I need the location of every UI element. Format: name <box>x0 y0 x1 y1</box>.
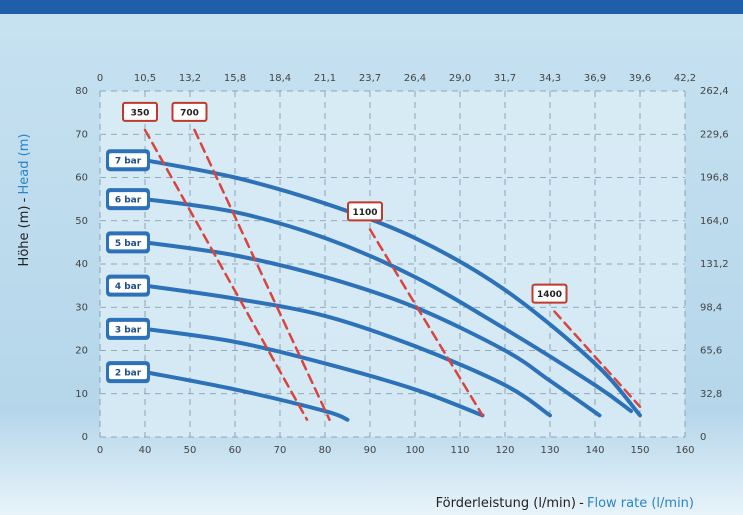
label-text: 3 bar <box>115 325 142 335</box>
y2-tick-label: 65,6 <box>700 346 722 357</box>
series-label: 7 bar <box>106 149 150 172</box>
pressure-curve <box>143 240 602 418</box>
label-text: 2 bar <box>115 369 142 379</box>
y-tick-label: 20 <box>75 346 88 357</box>
x2-tick-label: 31,7 <box>494 73 516 84</box>
pressure-curve <box>143 283 552 418</box>
label-text: 350 <box>131 108 150 118</box>
x2-tick-label: 23,7 <box>359 73 381 84</box>
top-band <box>0 0 743 14</box>
label-text: 4 bar <box>115 282 142 292</box>
y-tick-label: 30 <box>75 302 88 313</box>
pressure-curve <box>143 158 642 418</box>
series-label: 5 bar <box>106 231 150 254</box>
x-tick-label: 110 <box>450 445 469 456</box>
x2-tick-label: 21,1 <box>314 73 336 84</box>
series-label: 1100 <box>347 201 383 222</box>
label-box <box>122 101 158 122</box>
x2-tick-label: 42,2 <box>674 73 696 84</box>
y2-tick-label: 131,2 <box>700 259 729 270</box>
iso-line <box>143 128 309 421</box>
x2-tick-label: 34,3 <box>539 73 561 84</box>
y-tick-label: 0 <box>82 432 88 443</box>
x-tick-label: 60 <box>229 445 242 456</box>
x-label-sep: - <box>579 496 584 511</box>
y2-tick-label: 164,0 <box>700 216 729 227</box>
label-inner <box>109 321 147 336</box>
y-label-sep: - <box>17 197 32 202</box>
y-label-en: Head (m) <box>17 134 32 195</box>
x-tick-label: 90 <box>364 445 377 456</box>
iso-line <box>553 310 642 408</box>
y-tick-label: 10 <box>75 389 88 400</box>
x-tick-label: 40 <box>139 445 152 456</box>
label-box <box>531 283 568 304</box>
y-tick-label: 80 <box>75 86 88 97</box>
y2-tick-label: 229,6 <box>700 129 729 140</box>
iso-line <box>368 228 484 417</box>
x-tick-label: 130 <box>540 445 559 456</box>
pressure-curve <box>143 197 633 414</box>
y2-tick-label: 262,4 <box>700 86 729 97</box>
x2-tick-label: 18,4 <box>269 73 291 84</box>
y-tick-label: 50 <box>75 216 88 227</box>
label-inner <box>109 278 147 293</box>
x-tick-label: 160 <box>675 445 694 456</box>
x2-tick-label: 15,8 <box>224 73 246 84</box>
label-box <box>347 201 383 222</box>
y2-tick-label: 0 <box>700 432 706 443</box>
y2-tick-label: 196,8 <box>700 173 729 184</box>
x-label-en: Flow rate (l/min) <box>587 496 694 511</box>
label-inner <box>109 153 147 168</box>
label-inner <box>109 192 147 207</box>
y-label: Höhe (m) <box>17 206 32 267</box>
label-text: 5 bar <box>115 239 142 249</box>
label-text: 7 bar <box>115 157 142 167</box>
series-label: 4 bar <box>106 274 150 297</box>
x2-tick-label: 29,0 <box>449 73 471 84</box>
y2-tick-label: 32,8 <box>700 389 722 400</box>
label-text: 700 <box>180 108 199 118</box>
series-label: 1400 <box>531 283 568 304</box>
series-label: 350 <box>122 101 158 122</box>
label-text: 1400 <box>537 290 562 300</box>
x-tick-label: 0 <box>97 445 103 456</box>
y2-tick-label: 98,4 <box>700 302 722 313</box>
label-inner <box>109 365 147 380</box>
label-text: 1100 <box>352 208 377 218</box>
y-tick-label: 60 <box>75 173 88 184</box>
label-inner <box>109 235 147 250</box>
x2-tick-label: 0 <box>97 73 103 84</box>
pressure-curve <box>143 326 485 418</box>
label-text: 6 bar <box>115 196 142 206</box>
x-tick-label: 100 <box>405 445 424 456</box>
x-tick-label: 70 <box>274 445 287 456</box>
x-tick-label: 140 <box>585 445 604 456</box>
series-label: 2 bar <box>106 361 150 384</box>
x2-tick-label: 13,2 <box>179 73 201 84</box>
series-label: 3 bar <box>106 317 150 340</box>
x-tick-label: 80 <box>319 445 332 456</box>
pressure-curve <box>143 370 350 422</box>
label-box <box>171 101 208 122</box>
x2-tick-label: 39,6 <box>629 73 651 84</box>
x2-tick-label: 10,5 <box>134 73 156 84</box>
iso-line <box>193 128 331 421</box>
y-tick-label: 40 <box>75 259 88 270</box>
x2-tick-label: 26,4 <box>404 73 426 84</box>
series-label: 700 <box>171 101 208 122</box>
x-tick-label: 120 <box>495 445 514 456</box>
x-label: Förderleistung (l/min) <box>436 496 576 511</box>
y-tick-label: 70 <box>75 129 88 140</box>
series-label: 6 bar <box>106 188 150 211</box>
x-axis-title: Förderleistung (l/min) - Flow rate (l/mi… <box>436 496 694 511</box>
y-axis-title: Höhe (m) - Head (m) <box>17 134 32 267</box>
x2-tick-label: 36,9 <box>584 73 606 84</box>
x-tick-label: 50 <box>184 445 197 456</box>
x-tick-label: 150 <box>630 445 649 456</box>
